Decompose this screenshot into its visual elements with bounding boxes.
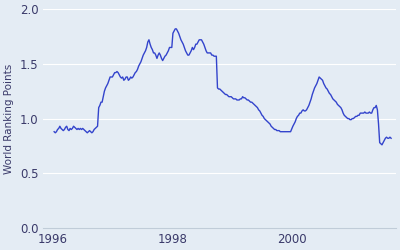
Y-axis label: World Ranking Points: World Ranking Points — [4, 64, 14, 174]
